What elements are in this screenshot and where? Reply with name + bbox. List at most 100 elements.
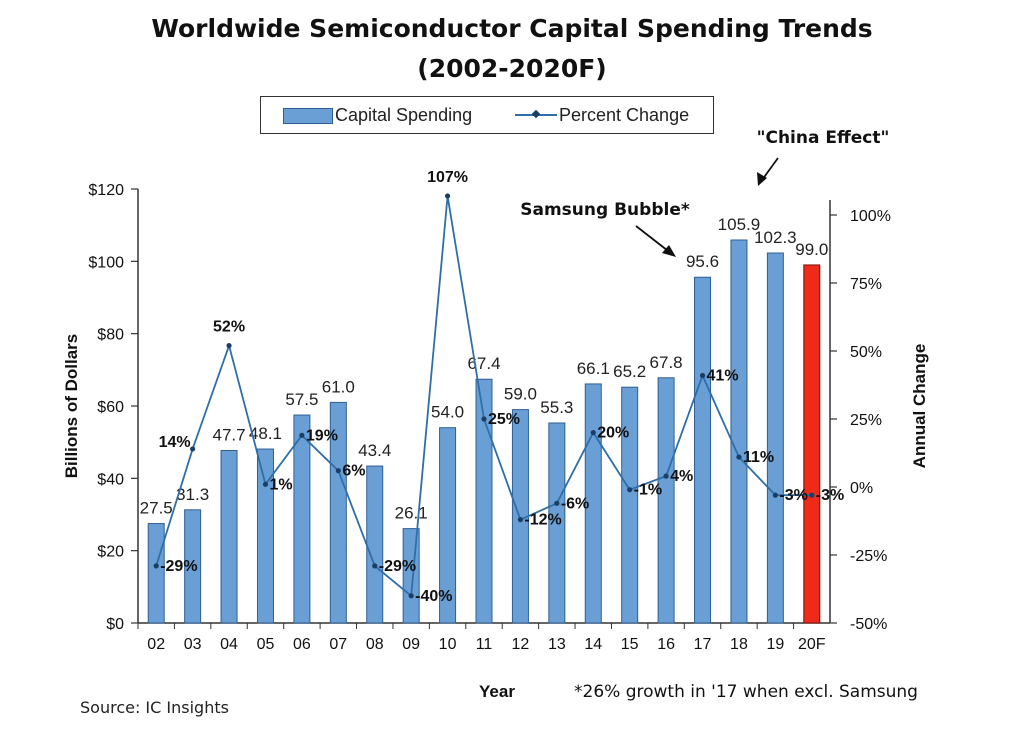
bar [184,509,202,624]
bar-value-label: 43.4 [358,441,391,460]
percent-change-label: 1% [269,476,292,493]
y2-tick-label: 0% [850,480,873,497]
percent-change-label: 107% [427,169,468,186]
annotation-china-effect: "China Effect" [757,128,890,148]
x-tick-label: 02 [147,636,165,653]
line-point [699,372,706,379]
bar [475,378,493,624]
y2-tick-label: 100% [850,208,891,225]
bar [548,422,566,624]
line-point [226,342,232,349]
line-point [590,430,596,436]
bar-value-label: 105.9 [718,215,761,234]
line-point [772,492,778,498]
x-tick-label: 12 [512,636,530,653]
x-tick-label: 05 [257,636,275,653]
annotation-samsung-bubble: Samsung Bubble* [520,200,690,220]
line-point [153,563,159,569]
line-point [663,473,669,479]
x-tick-label: 06 [293,636,311,653]
bar-value-label: 31.3 [176,485,209,504]
line-point [517,517,524,523]
line-point [335,468,341,474]
x-tick-label: 20F [798,636,826,653]
x-tick-label: 19 [766,636,784,653]
x-tick-label: 14 [584,636,602,653]
line-point [408,593,414,599]
x-tick-label: 17 [694,636,712,653]
annotation-arrowhead-samsung [662,245,676,257]
y2-tick-label: -50% [850,616,887,633]
annotation-arrow-china [761,157,779,181]
line-point [627,487,633,493]
y-tick-label: $60 [97,399,124,416]
bar [366,465,384,624]
legend-bar-swatch [283,108,333,124]
bar [657,377,675,624]
bar-value-label: 66.1 [577,359,610,378]
y2-tick-label: 75% [850,276,882,293]
percent-change-label: -1% [634,482,662,499]
bar-value-label: 57.5 [285,390,318,409]
percent-change-label: 4% [670,468,693,485]
bar-value-label: 67.4 [467,354,500,373]
bar [439,427,457,624]
percent-change-label: 20% [597,425,629,442]
bar-value-label: 27.5 [140,499,173,518]
bar [220,449,238,624]
bar [584,383,602,624]
line-point [444,193,451,199]
y-tick-label: $120 [88,182,124,199]
bar [730,239,748,624]
line-point [554,500,560,506]
line-point [736,454,742,460]
legend-label-percent-change: Percent Change [559,105,690,125]
y-tick-label: $20 [97,544,124,561]
bar [621,386,639,624]
percent-change-label: 52% [213,319,245,336]
percent-change-label: -3% [779,487,807,504]
footnote: *26% growth in '17 when excl. Samsung [574,682,918,702]
line-point [481,416,487,422]
x-tick-label: 13 [548,636,566,653]
percent-change-label: 19% [306,427,338,444]
percent-change-label: 6% [342,463,365,480]
bar-value-label: 47.7 [213,425,246,444]
bar [329,401,347,624]
line-point [299,432,305,438]
y2-axis-title: Annual Change [910,344,929,469]
y-tick-label: $80 [97,327,124,344]
y-axis-title: Billions of Dollars [62,334,81,479]
y2-tick-label: 25% [850,412,882,429]
y2-tick-label: 50% [850,344,882,361]
y-tick-label: $100 [88,254,124,271]
x-tick-label: 03 [184,636,202,653]
legend: Capital Spending Percent Change [260,96,714,134]
x-tick-label: 16 [657,636,675,653]
bar-value-label: 55.3 [540,398,573,417]
bar [766,252,784,624]
percent-change-label: 11% [743,449,774,466]
bar [694,276,712,624]
bar-value-label: 102.3 [754,228,797,247]
percent-change-label: -3% [816,487,844,504]
bar-value-label: 99.0 [795,240,828,259]
chart-subtitle: (2002-2020F) [417,54,607,83]
bar [803,264,821,624]
annotation-arrowhead-china [757,172,767,186]
x-tick-label: 07 [329,636,347,653]
line-point [262,481,269,487]
x-tick-label: 10 [439,636,457,653]
percent-change-label: -29% [160,558,197,575]
x-tick-label: 15 [621,636,639,653]
x-tick-label: 18 [730,636,748,653]
percent-change-label: -29% [379,558,416,575]
bar-value-label: 95.6 [686,252,719,271]
x-tick-label: 04 [220,636,238,653]
percent-change-label: 14% [159,434,191,451]
bar [293,414,311,624]
line-point [190,446,196,452]
y-tick-label: $0 [106,616,124,633]
legend-label-capital-spending: Capital Spending [335,105,473,125]
